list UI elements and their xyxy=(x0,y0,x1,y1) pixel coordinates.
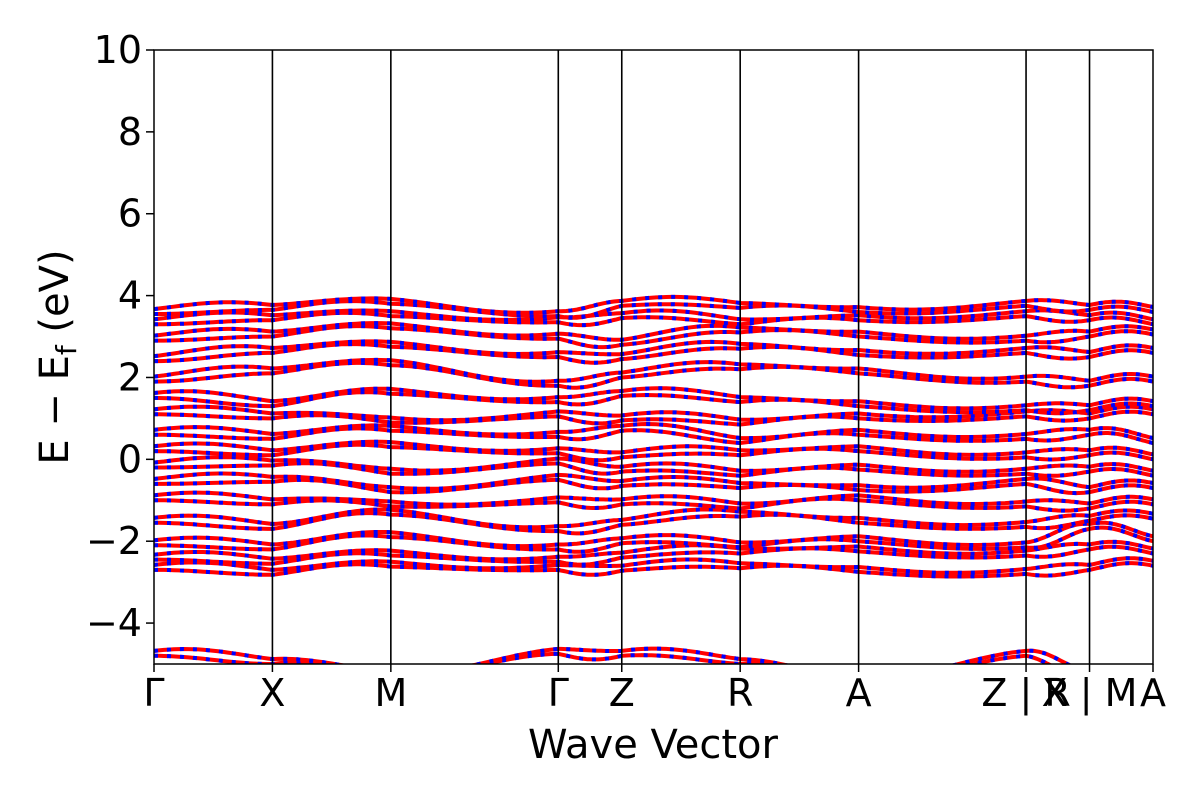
band-line-spin-up xyxy=(154,455,1153,474)
band-lines xyxy=(154,294,1153,664)
y-axis-title-unit-gap xyxy=(32,333,78,346)
band-line-spin-up xyxy=(154,439,1153,457)
x-tick-label: A xyxy=(846,671,872,715)
y-tick-label: 0 xyxy=(118,437,142,481)
y-tick-label: 2 xyxy=(118,355,142,399)
y-axis-title-subscript: f xyxy=(50,344,83,355)
band-line-spin-up xyxy=(154,471,1153,491)
x-tick-label: Z | R xyxy=(981,671,1070,716)
y-tick-label: −2 xyxy=(86,519,142,563)
x-tick-label: R xyxy=(727,671,753,715)
band-line-spin-up xyxy=(154,294,1153,315)
y-tick-label: 4 xyxy=(118,274,142,318)
y-tick-label: 6 xyxy=(118,192,142,236)
x-tick-label: M xyxy=(374,671,407,715)
plot-frame xyxy=(153,49,1154,665)
x-tick-label: Z xyxy=(609,671,635,715)
band-line-spin-up xyxy=(154,651,1053,664)
x-tick-label: X xyxy=(259,671,285,715)
band-line-spin-up xyxy=(154,386,1153,411)
band-line-spin-up xyxy=(154,490,1153,507)
x-tick-label: Γ xyxy=(143,671,164,715)
kpoint-separators xyxy=(271,50,1091,664)
band-line-spin-up xyxy=(154,404,1153,423)
band-line-spin-up xyxy=(154,539,1153,562)
band-line-spin-up xyxy=(154,339,1153,359)
band-line-spin-up xyxy=(154,357,1153,384)
band-line-spin-up xyxy=(154,321,1153,342)
y-tick-label: −4 xyxy=(86,601,142,645)
y-axis-ticks: −4 −2 0 2 4 6 8 10 xyxy=(86,28,154,645)
x-tick-label: Γ xyxy=(548,671,569,715)
y-axis-title-main: E − E xyxy=(32,355,78,465)
y-tick-label: 10 xyxy=(94,28,142,72)
y-tick-label: 8 xyxy=(118,110,142,154)
x-axis-title: Wave Vector xyxy=(528,722,779,768)
band-line-spin-up xyxy=(154,421,1153,441)
band-line-spin-up xyxy=(154,507,1153,530)
band-line-spin-up xyxy=(154,556,1153,575)
band-line-spin-down xyxy=(154,646,1072,664)
band-line-spin-up xyxy=(154,520,1153,549)
x-tick-label: X | M xyxy=(1042,671,1138,716)
x-tick-label: A xyxy=(1140,671,1166,715)
y-axis-title-unit: (eV) xyxy=(32,249,78,332)
y-axis-title: E − Ef (eV) xyxy=(32,249,83,464)
